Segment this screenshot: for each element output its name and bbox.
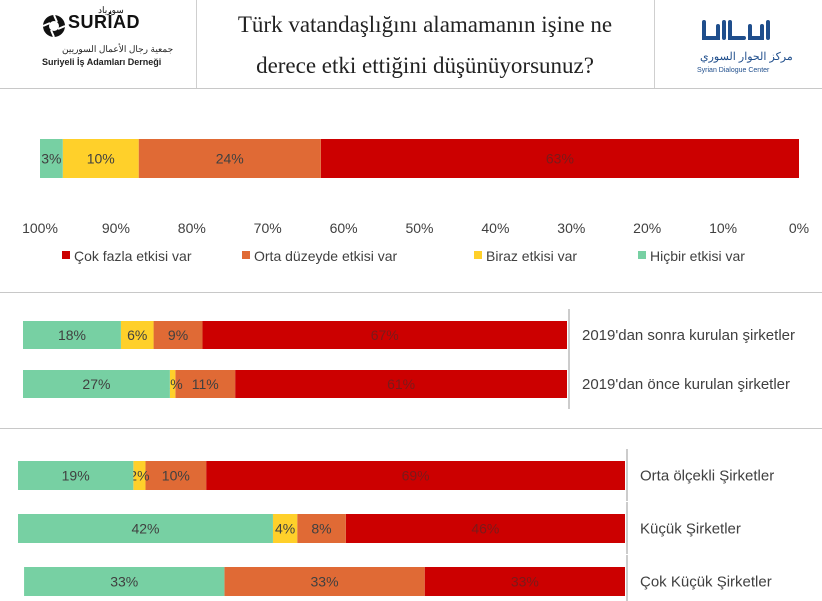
data-label: 69% (402, 468, 430, 484)
data-label: 2% (129, 468, 149, 484)
data-label: 10% (162, 468, 190, 484)
logo-left-arabic-subtitle: جمعية رجال الأعمال السوريين (62, 44, 174, 54)
data-label: 63% (546, 151, 574, 167)
x-tick-label: 30% (557, 220, 585, 236)
legend-swatch (474, 251, 482, 259)
data-label: 9% (168, 327, 188, 343)
separator-header (0, 88, 822, 89)
data-label: 3% (41, 151, 61, 167)
data-label: 61% (387, 376, 415, 392)
title-line-1: Türk vatandaşlığını alamamanın işine ne (237, 12, 613, 37)
x-tick-label: 80% (178, 220, 206, 236)
category-label: 2019'dan sonra kurulan şirketler (582, 327, 795, 344)
bar-segment (424, 567, 625, 596)
bar-segment (272, 514, 298, 543)
bar-segment (345, 514, 625, 543)
data-label: 18% (58, 327, 86, 343)
bar-segment (202, 321, 567, 349)
legend-swatch (62, 251, 70, 259)
category-label: Orta ölçekli Şirketler (640, 468, 774, 485)
bar-segment (120, 321, 154, 349)
bar-segment (320, 139, 799, 178)
chart-title: Türk vatandaşlığını alamamanın işine ne … (196, 4, 654, 86)
logo-left-subtitle: Suriyeli İş Adamları Derneği (42, 57, 162, 67)
x-tick-label: 70% (254, 220, 282, 236)
dialogue-center-logo-icon (702, 20, 770, 40)
data-label: 10% (87, 151, 115, 167)
bar-segment (24, 567, 225, 596)
x-tick-label: 60% (330, 220, 358, 236)
logo-right-arabic: مركز الحوار السوري (700, 51, 793, 63)
bar-segment (133, 461, 146, 490)
legend-label: Çok fazla etkisi var (74, 248, 192, 264)
data-label: 33% (311, 574, 339, 590)
category-label: Çok Küçük Şirketler (640, 574, 772, 591)
bar-segment (40, 139, 63, 178)
x-tick-label: 100% (22, 220, 58, 236)
data-label: 11% (192, 376, 219, 392)
bar-segment (62, 139, 139, 178)
category-label: Küçük Şirketler (640, 521, 741, 538)
aperture-icon (42, 14, 66, 38)
data-label: 67% (371, 327, 399, 343)
bar-segment (224, 567, 425, 596)
x-tick-label: 90% (102, 220, 130, 236)
x-tick-label: 20% (633, 220, 661, 236)
bar-segment (145, 461, 207, 490)
bar-segment (235, 370, 567, 398)
bar-segment (23, 321, 121, 349)
header-divider-right (654, 0, 655, 88)
legend-label: Hiçbir etkisi var (650, 248, 745, 264)
bar-segment (18, 461, 134, 490)
logo-left-arabic: سورياد (98, 5, 124, 15)
header-divider-left (196, 0, 197, 88)
data-label: 33% (110, 574, 138, 590)
bar-segment (206, 461, 626, 490)
x-tick-label: 10% (709, 220, 737, 236)
title-line-2: derece etki ettiğini düşünüyorsunuz? (256, 53, 594, 78)
legend-swatch (638, 251, 646, 259)
bar-segment (153, 321, 203, 349)
separator-2 (0, 428, 822, 429)
x-tick-label: 40% (481, 220, 509, 236)
x-tick-label: 50% (405, 220, 433, 236)
bar-segment (138, 139, 321, 178)
bar-segment (175, 370, 236, 398)
header: سورياد SURİAD جمعية رجال الأعمال السوريي… (0, 0, 822, 88)
data-label: 8% (311, 521, 331, 537)
data-label: 33% (511, 574, 539, 590)
data-label: 19% (62, 468, 90, 484)
data-label: 42% (131, 521, 159, 537)
bar-segment (18, 514, 273, 543)
category-label: 2019'dan önce kurulan şirketler (582, 376, 790, 393)
x-tick-label: 0% (789, 220, 809, 236)
bar-segment (169, 370, 176, 398)
data-label: 24% (216, 151, 244, 167)
legend-label: Biraz etkisi var (486, 248, 577, 264)
legend-swatch (242, 251, 250, 259)
data-label: 4% (275, 521, 295, 537)
bar-segment (297, 514, 346, 543)
data-label: 6% (127, 327, 147, 343)
legend-label: Orta düzeyde etkisi var (254, 248, 398, 264)
data-label: 46% (471, 521, 499, 537)
logo-right-subtitle: Syrian Dialogue Center (697, 67, 770, 74)
logo-left-brand: SURİAD (68, 12, 141, 32)
bar-segment (23, 370, 170, 398)
data-label: 27% (82, 376, 110, 392)
separator-1 (0, 292, 822, 293)
